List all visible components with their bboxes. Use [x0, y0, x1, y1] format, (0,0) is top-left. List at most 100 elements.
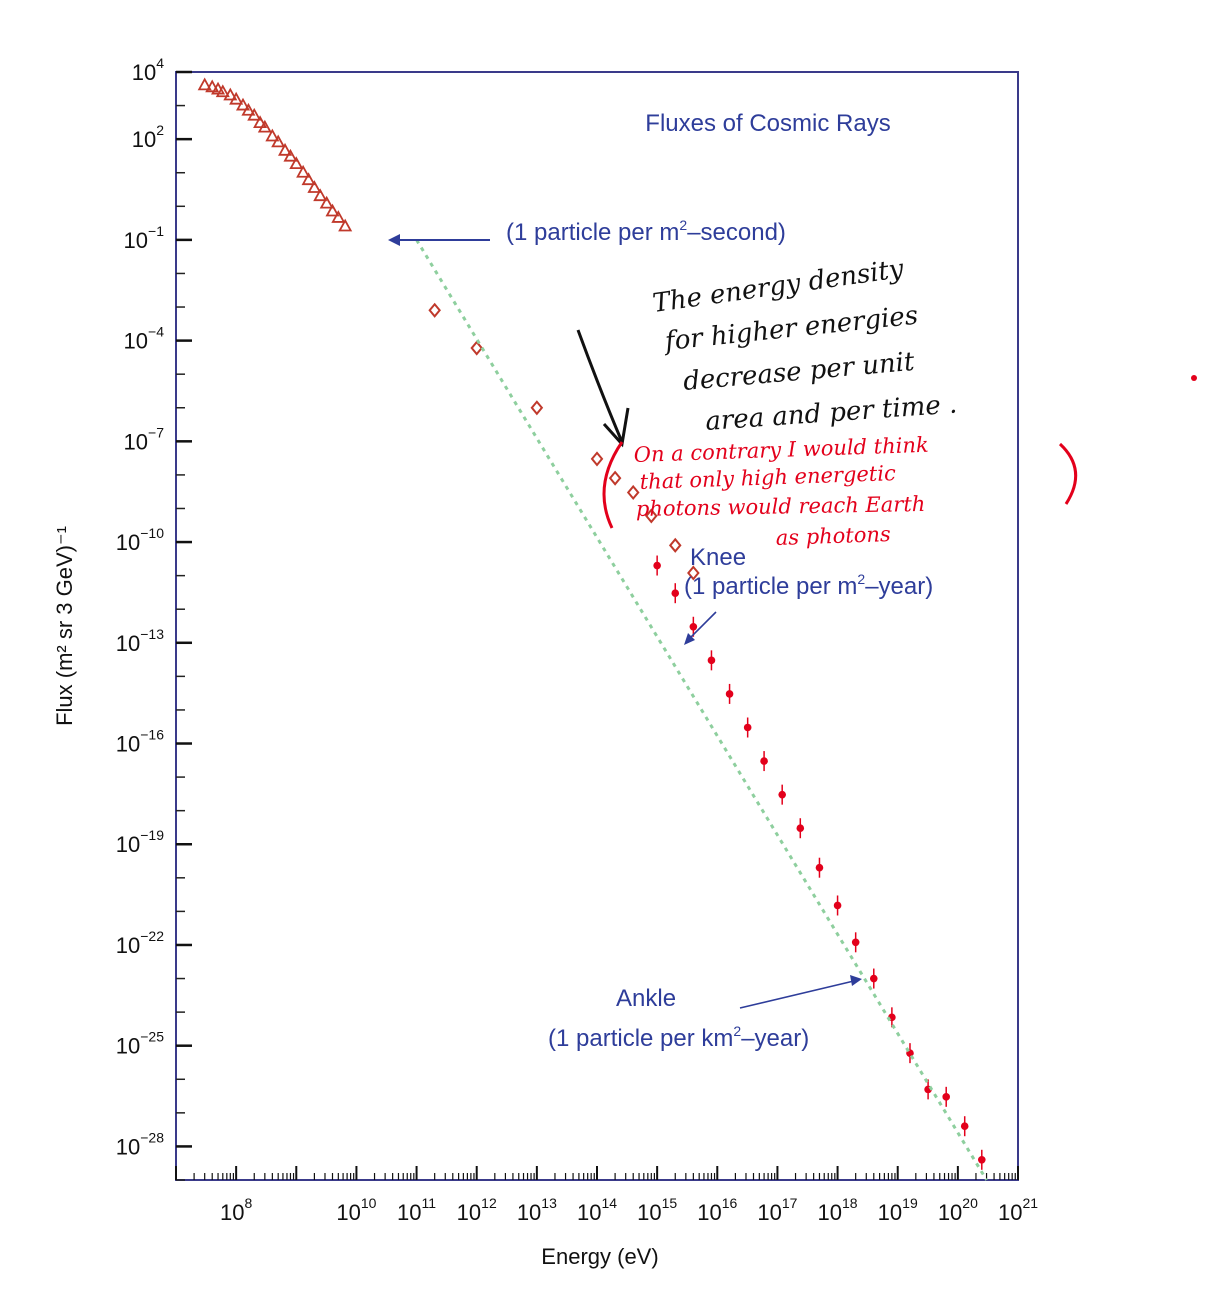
y-tick-label: 10−4	[124, 324, 165, 354]
data-point	[689, 622, 698, 631]
data-point	[851, 938, 860, 947]
data-point	[271, 134, 286, 148]
red-note-line-2: that only high energetic	[639, 461, 896, 494]
series-dashed-line	[415, 239, 988, 1181]
red-paren-right	[1058, 442, 1078, 505]
data-point	[470, 340, 484, 356]
handwritten-note-red: On a contrary I would think that only hi…	[602, 433, 1078, 550]
y-tick-label: 10−25	[116, 1029, 164, 1059]
data-point	[626, 484, 640, 501]
data-point	[668, 537, 682, 553]
data-point	[278, 142, 293, 156]
x-axis-title: Energy (eV)	[541, 1244, 658, 1269]
data-point	[645, 508, 658, 524]
note-line-4: area and per time .	[704, 389, 958, 437]
y-axis-ticks: 104 102 10−1 10−4 10−7 10−10 10−13 10−16 10−19 10…	[116, 55, 192, 1181]
data-point	[319, 195, 334, 209]
chart-title: Fluxes of Cosmic Rays	[645, 110, 890, 137]
data-point	[197, 77, 212, 91]
data-point	[325, 203, 340, 217]
fit-line	[415, 239, 988, 1181]
series-open-triangle	[197, 77, 353, 232]
y-tick-label: 10−16	[116, 727, 164, 757]
y-tick-label: 10−28	[116, 1129, 164, 1159]
y-tick-label: 104	[132, 55, 164, 85]
annotation-second-text: (1 particle per m2–second)	[506, 217, 786, 246]
annotation-ankle: Ankle (1 particle per km2–year)	[548, 975, 862, 1052]
data-point	[301, 172, 316, 186]
arrow-ankle	[739, 979, 859, 1009]
data-point	[608, 470, 622, 486]
knee-label: Knee	[690, 544, 746, 571]
data-point	[778, 790, 786, 799]
red-note-line-4: as photons	[775, 522, 891, 550]
ankle-label: Ankle	[616, 985, 676, 1012]
data-point	[307, 180, 322, 193]
y-tick-label: 10−13	[116, 626, 164, 656]
data-point	[331, 210, 346, 223]
data-point	[229, 91, 244, 105]
data-point	[653, 561, 661, 570]
x-tick-label: 1015	[637, 1195, 677, 1225]
data-point	[338, 218, 353, 232]
data-point	[428, 302, 441, 318]
red-note-line-3: photons would reach Earth	[636, 492, 926, 521]
y-tick-label: 10−19	[116, 827, 164, 857]
data-point	[313, 188, 328, 202]
x-tick-label: 1017	[757, 1195, 797, 1225]
arrowhead-ankle	[850, 975, 862, 986]
data-point	[235, 97, 251, 111]
data-point	[977, 1155, 986, 1164]
data-point	[296, 164, 311, 178]
data-point	[590, 451, 604, 467]
x-tick-label: 1021	[998, 1195, 1038, 1225]
data-point	[833, 901, 842, 910]
data-point	[942, 1093, 951, 1101]
hand-arrow	[576, 329, 624, 443]
data-point	[289, 156, 304, 170]
data-point	[247, 107, 262, 121]
ankle-text: (1 particle per km2–year)	[548, 1023, 809, 1052]
stray-red-dot	[1191, 375, 1197, 381]
y-tick-label: 10−10	[116, 525, 164, 555]
note-line-3: decrease per unit	[682, 347, 916, 397]
x-tick-label: 1016	[697, 1195, 737, 1225]
data-point	[671, 589, 680, 597]
data-point	[205, 79, 220, 93]
data-point	[223, 87, 238, 101]
data-point	[815, 863, 824, 872]
data-point	[687, 565, 700, 581]
data-point	[265, 128, 280, 142]
arrowhead-knee	[684, 633, 695, 645]
y-tick-label: 10−7	[124, 424, 165, 454]
data-point	[960, 1122, 969, 1131]
y-tick-label: 10−1	[124, 223, 165, 253]
x-tick-label: 1014	[577, 1195, 617, 1225]
y-tick-label: 102	[132, 122, 164, 152]
red-paren-left	[602, 441, 624, 529]
data-point	[253, 115, 268, 129]
x-tick-label: 1010	[336, 1195, 376, 1225]
data-point	[760, 757, 768, 765]
x-tick-label: 1020	[938, 1195, 978, 1225]
data-point	[743, 723, 752, 732]
x-tick-label: 1011	[397, 1195, 436, 1225]
arrowhead-second	[388, 234, 400, 246]
x-tick-label: 1012	[457, 1195, 497, 1225]
data-point	[707, 656, 716, 665]
x-tick-label: 108	[220, 1195, 252, 1225]
y-tick-label: 10−22	[116, 928, 164, 958]
data-point	[725, 690, 734, 698]
knee-text: (1 particle per m2–year)	[684, 571, 933, 600]
data-point	[241, 102, 256, 116]
x-axis-ticks: 108 1010 1011 1012 1013 1014 1015 1016 1017 1018 1…	[175, 1166, 1038, 1225]
data-point	[796, 824, 805, 833]
series-filled-dot	[653, 555, 986, 1170]
x-tick-label: 1013	[517, 1195, 557, 1225]
series-open-diamond	[428, 302, 700, 581]
data-series	[197, 77, 988, 1181]
data-point	[869, 974, 878, 983]
annotation-knee: Knee (1 particle per m2–year)	[684, 544, 933, 645]
annotation-second: (1 particle per m2–second)	[388, 217, 786, 246]
